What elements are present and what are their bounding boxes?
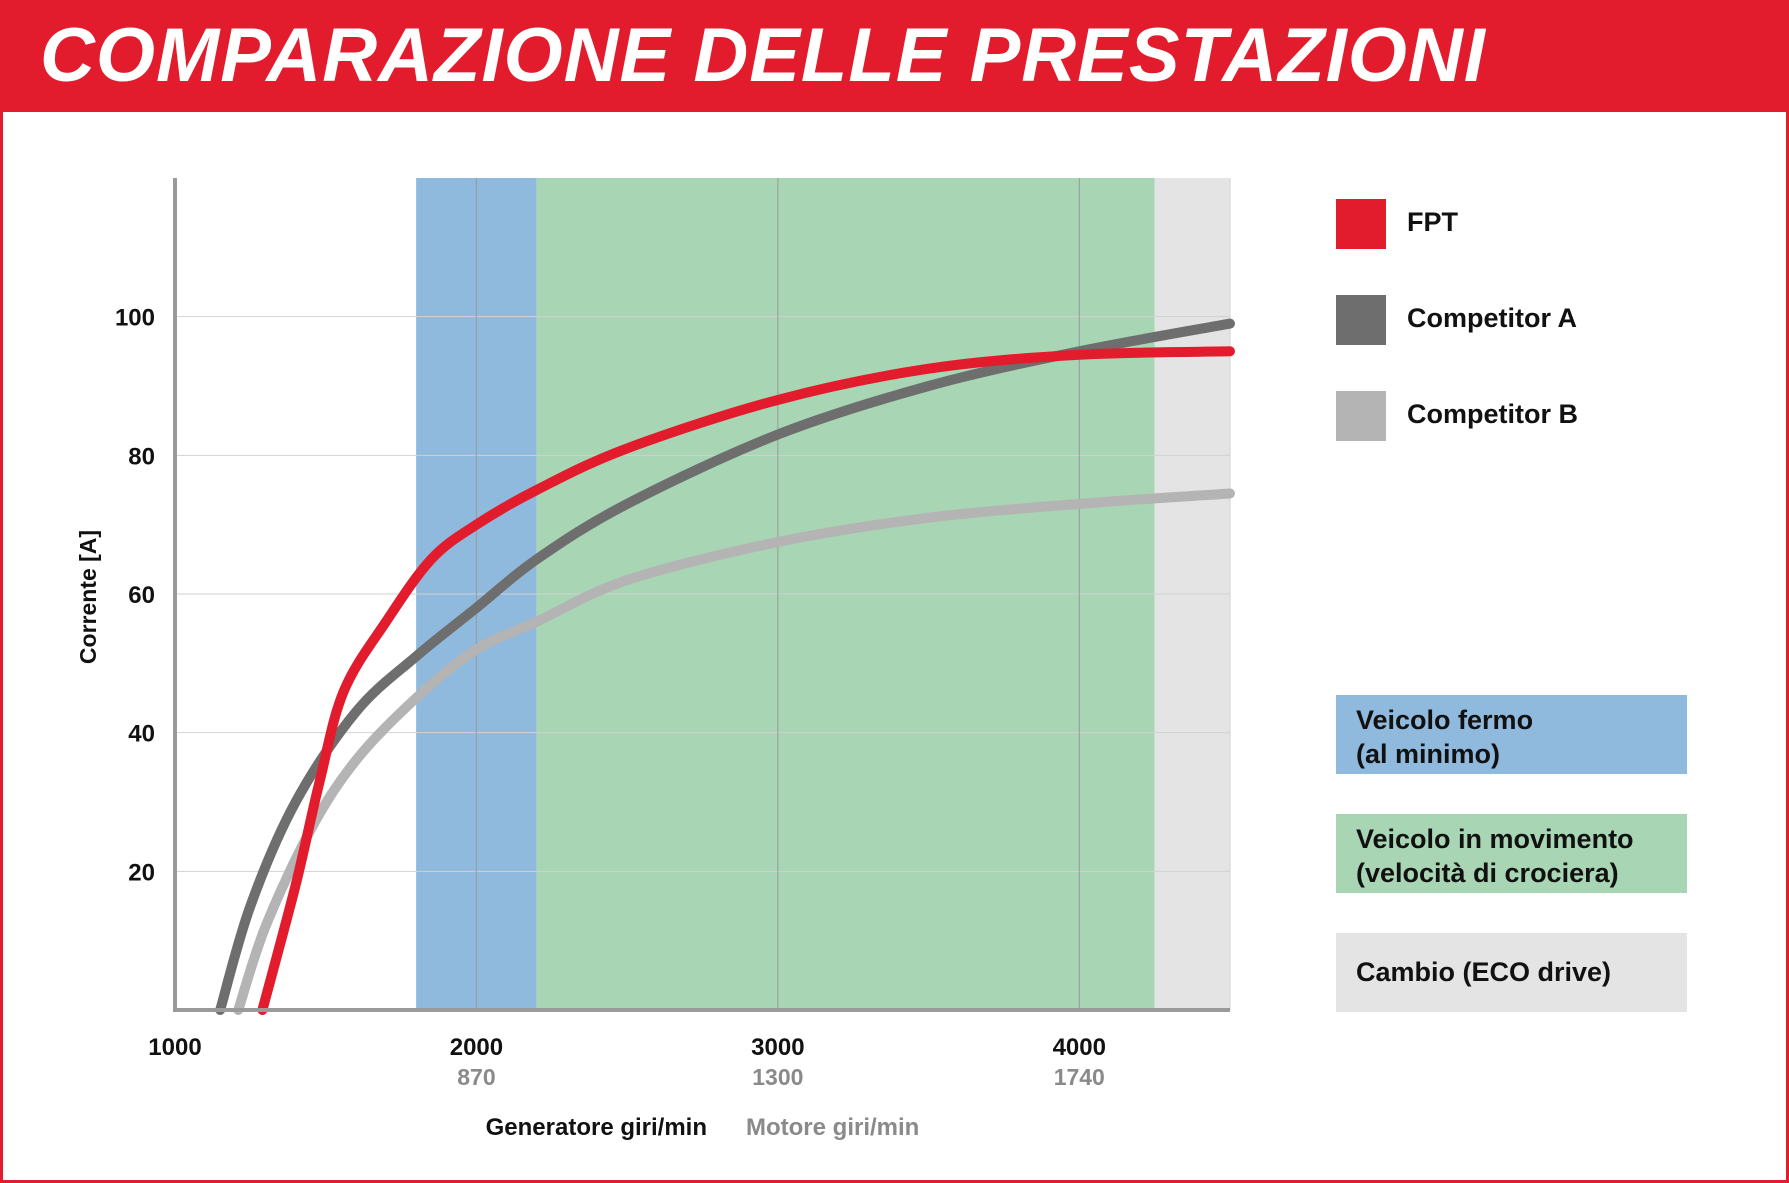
zone-legend-text: (al minimo)	[1356, 739, 1501, 769]
labels-layer: 20 40 60 80 100 1000 2000 870 3000 1300 4000 1740 Ge…	[75, 305, 1106, 1141]
zone-legend-box: Cambio (ECO drive)	[1336, 933, 1687, 1012]
zone-legend-text: Veicolo fermo	[1356, 705, 1534, 735]
axes-layer	[173, 178, 1230, 1012]
zone-legend-text: Veicolo in movimento	[1356, 824, 1634, 854]
zone-legend-box: Veicolo in movimento (velocità di crocier…	[1336, 814, 1687, 893]
legend-label: Competitor A	[1407, 303, 1577, 333]
legend-swatch	[1336, 391, 1386, 441]
y-tick-label: 60	[128, 582, 155, 609]
legend-label: Competitor B	[1407, 399, 1578, 429]
legend-swatch	[1336, 199, 1386, 249]
x-tick-label: 3000	[751, 1034, 804, 1061]
series-layer	[215, 318, 1235, 1015]
x-tick-label: 1000	[148, 1034, 201, 1061]
series-line-competitor-a	[215, 318, 1235, 1015]
y-tick-label: 40	[128, 721, 155, 748]
x-axis-title-secondary: Motore giri/min	[746, 1114, 919, 1141]
x-axis-title: Generatore giri/min	[486, 1114, 707, 1141]
zone-legend-text: Cambio (ECO drive)	[1356, 957, 1612, 987]
x-tick-sublabel: 1740	[1054, 1064, 1105, 1090]
y-tick-label: 80	[128, 443, 155, 470]
y-tick-label: 100	[115, 305, 155, 332]
page-title: COMPARAZIONE DELLE PRESTAZIONI	[40, 13, 1486, 98]
x-tick-label: 4000	[1053, 1034, 1106, 1061]
series-line-fpt	[257, 346, 1235, 1015]
header-bar: COMPARAZIONE DELLE PRESTAZIONI	[0, 0, 1789, 112]
zone-legend-box: Veicolo fermo (al minimo)	[1336, 695, 1687, 774]
legend-label: FPT	[1407, 207, 1458, 237]
x-tick-sublabel: 1300	[752, 1064, 803, 1090]
grid-layer	[175, 178, 1231, 1010]
x-tick-label: 2000	[450, 1034, 503, 1061]
y-axis-title: Corrente [A]	[75, 530, 101, 664]
y-tick-label: 20	[128, 859, 155, 886]
legend-swatch	[1336, 295, 1386, 345]
x-tick-sublabel: 870	[457, 1064, 495, 1090]
zone-legend-text: (velocità di crociera)	[1356, 858, 1619, 888]
